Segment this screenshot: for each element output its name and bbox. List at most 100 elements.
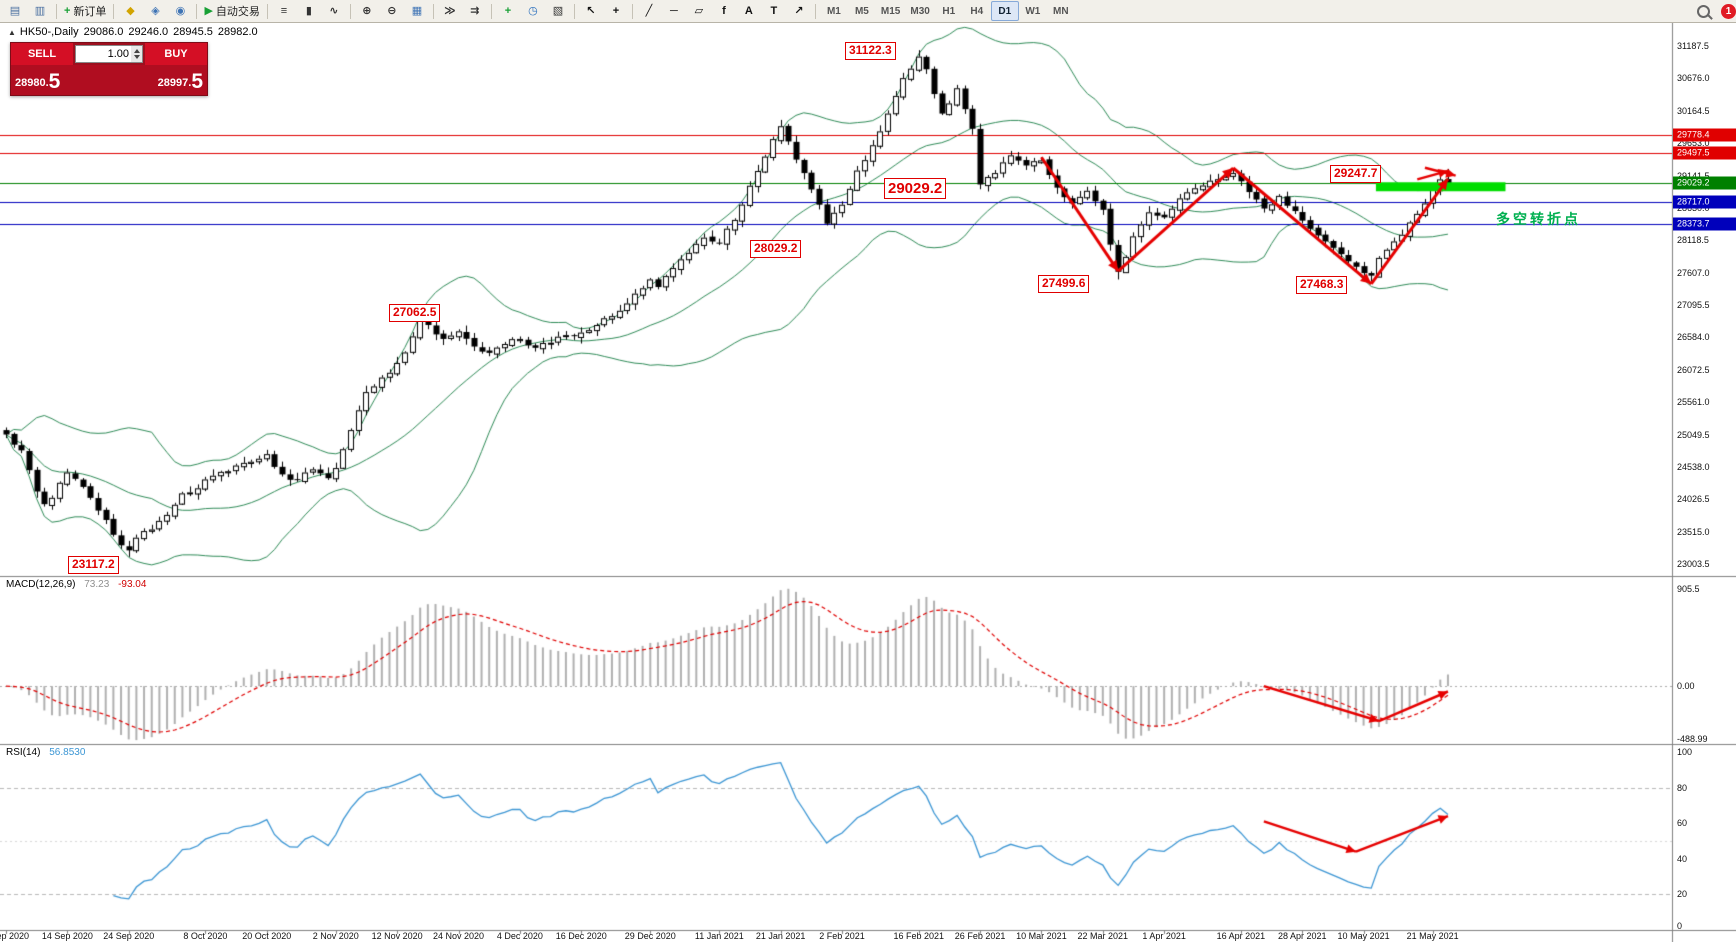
line-chart-icon[interactable]: ∿	[322, 1, 346, 21]
volume-spinner[interactable]	[131, 46, 142, 62]
time-axis-label: 22 Mar 2021	[1077, 931, 1129, 941]
price-annotation[interactable]: 23117.2	[68, 556, 119, 574]
ohlc-close: 28982.0	[217, 26, 258, 38]
price-annotation[interactable]: 27062.5	[389, 304, 441, 322]
data-window-icon-glyph: ◈	[151, 4, 160, 17]
navigator-icon[interactable]: ◉	[168, 1, 192, 21]
time-axis-label: 10 Mar 2021	[1016, 931, 1067, 941]
rsi-axis-label: 80	[1677, 782, 1688, 793]
new-chart-icon[interactable]: ▤	[3, 1, 27, 21]
macd-panel[interactable]	[0, 576, 1672, 744]
price-annotation[interactable]: 27499.6	[1038, 275, 1090, 293]
price-axis-label: 24026.5	[1677, 494, 1710, 505]
timeframe-m1[interactable]: M1	[826, 5, 841, 17]
price-level-tag: 29497.5	[1673, 146, 1736, 160]
bar-chart-icon-glyph: ≡	[280, 4, 288, 17]
volume-input[interactable]: 1.00	[75, 45, 143, 63]
timeframe-mn[interactable]: MN	[1053, 5, 1069, 17]
time-axis-label: 10 May 2021	[1337, 931, 1390, 941]
trendline-icon[interactable]: ╱	[637, 1, 661, 21]
fibonacci-icon-glyph: f	[722, 4, 726, 17]
price-axis[interactable]: 31187.530676.030164.529653.029141.528630…	[1673, 22, 1736, 942]
profiles-icon[interactable]: ▥	[28, 1, 52, 21]
time-axis-label: 14 Sep 2020	[41, 931, 93, 941]
macd-value: 73.23	[84, 579, 110, 590]
timeframe-h4[interactable]: H4	[970, 5, 984, 17]
auto-scroll-icon[interactable]: ≫	[438, 1, 462, 21]
main-chart-panel[interactable]	[0, 22, 1672, 576]
toolbar-separator	[266, 3, 268, 19]
toolbar-separator	[349, 3, 351, 19]
price-annotation[interactable]: 27468.3	[1296, 276, 1348, 294]
notification-badge[interactable]: 1	[1721, 3, 1736, 19]
price-level-tag: 28373.7	[1673, 217, 1736, 231]
indicators-icon[interactable]: +	[496, 1, 520, 21]
templates-icon[interactable]: ▧	[546, 1, 570, 21]
price-annotation[interactable]: 29029.2	[884, 178, 947, 200]
timeframe-m30[interactable]: M30	[910, 5, 930, 17]
crosshair-icon[interactable]: +	[604, 1, 628, 21]
timeframe-w1[interactable]: W1	[1025, 5, 1041, 17]
tile-windows-icon[interactable]: ▦	[405, 1, 429, 21]
zoom-in-icon-glyph: ⊕	[362, 4, 372, 17]
horizontal-line-icon[interactable]: ─	[662, 1, 686, 21]
sell-button[interactable]: SELL	[11, 43, 73, 65]
label-icon[interactable]: T	[762, 1, 786, 21]
trade-panel-toggle-icon[interactable]: ▲	[8, 28, 16, 37]
periods-icon[interactable]: ◷	[521, 1, 545, 21]
toolbar: ▤ ▥ + 新订单 ◆ ◈ ◉ ▶ 自动交易 ≡ ▮ ∿ ⊕ ⊖ ▦ ≫ ⇉ + ◷ ▧ ↖ + ╱ ─ ▱ f A T ↗ M1 M5 M…	[0, 0, 1736, 23]
market-watch-icon[interactable]: ◆	[118, 1, 142, 21]
time-axis-label: 4 Dec 2020	[496, 931, 543, 941]
new-order-button[interactable]: + 新订单	[61, 1, 109, 21]
spinner-up-icon[interactable]	[133, 49, 140, 53]
time-axis-label: 21 Jan 2021	[755, 931, 806, 941]
timeframe-m15[interactable]: M15	[880, 5, 901, 17]
fibonacci-icon[interactable]: f	[712, 1, 736, 21]
price-axis-label: 26072.5	[1677, 364, 1710, 375]
timeframe-h1[interactable]: H1	[942, 5, 956, 17]
price-axis-label: 30676.0	[1677, 73, 1710, 84]
new-order-button-label: 新订单	[73, 6, 107, 18]
time-axis-label: 2 Nov 2020	[312, 931, 359, 941]
channel-icon[interactable]: ▱	[687, 1, 711, 21]
auto-trading-button[interactable]: ▶ 自动交易	[201, 1, 262, 21]
trendline-icon-glyph: ╱	[645, 4, 653, 17]
zoom-out-icon[interactable]: ⊖	[380, 1, 404, 21]
buy-price[interactable]: 28997. 5	[109, 65, 207, 95]
macd-signal-value: -93.04	[118, 579, 147, 590]
buy-button[interactable]: BUY	[145, 43, 207, 65]
chart-shift-icon[interactable]: ⇉	[463, 1, 487, 21]
toolbar-separator	[196, 3, 198, 19]
toolbar-separator	[113, 3, 115, 19]
time-axis-label: 1 Apr 2021	[1142, 931, 1186, 941]
bar-chart-icon[interactable]: ≡	[272, 1, 296, 21]
text-icon[interactable]: A	[737, 1, 761, 21]
time-axis-label: 2 Feb 2021	[819, 931, 865, 941]
arrows-icon[interactable]: ↗	[787, 1, 811, 21]
price-axis-label: 26584.0	[1677, 332, 1710, 343]
profiles-icon-glyph: ▥	[34, 4, 46, 17]
ohlc-high: 29246.0	[128, 26, 169, 38]
ohlc-low: 28945.5	[173, 26, 213, 38]
data-window-icon[interactable]: ◈	[143, 1, 167, 21]
search-button[interactable]	[1693, 1, 1717, 21]
time-axis-label: 28 Apr 2021	[1277, 931, 1327, 941]
time-axis-label: 24 Sep 2020	[103, 931, 155, 941]
spinner-down-icon[interactable]	[133, 55, 140, 59]
price-axis-label: 29141.5	[1677, 171, 1710, 181]
price-axis-label: 25049.5	[1677, 429, 1710, 440]
candlestick-chart-icon[interactable]: ▮	[297, 1, 321, 21]
time-axis-label: 29 Dec 2020	[624, 931, 676, 941]
timeframe-m5[interactable]: M5	[854, 5, 869, 17]
zoom-in-icon[interactable]: ⊕	[355, 1, 379, 21]
rsi-axis-label: 0	[1677, 921, 1683, 931]
price-annotation[interactable]: 29247.7	[1330, 165, 1382, 183]
sell-price[interactable]: 28980. 5	[11, 65, 109, 95]
rsi-panel[interactable]	[0, 744, 1672, 930]
cursor-icon[interactable]: ↖	[579, 1, 603, 21]
price-annotation[interactable]: 28029.2	[750, 240, 802, 258]
price-annotation[interactable]: 31122.3	[845, 42, 896, 60]
timeframe-d1[interactable]: D1	[990, 1, 1019, 21]
time-axis-label: 8 Oct 2020	[183, 931, 228, 941]
